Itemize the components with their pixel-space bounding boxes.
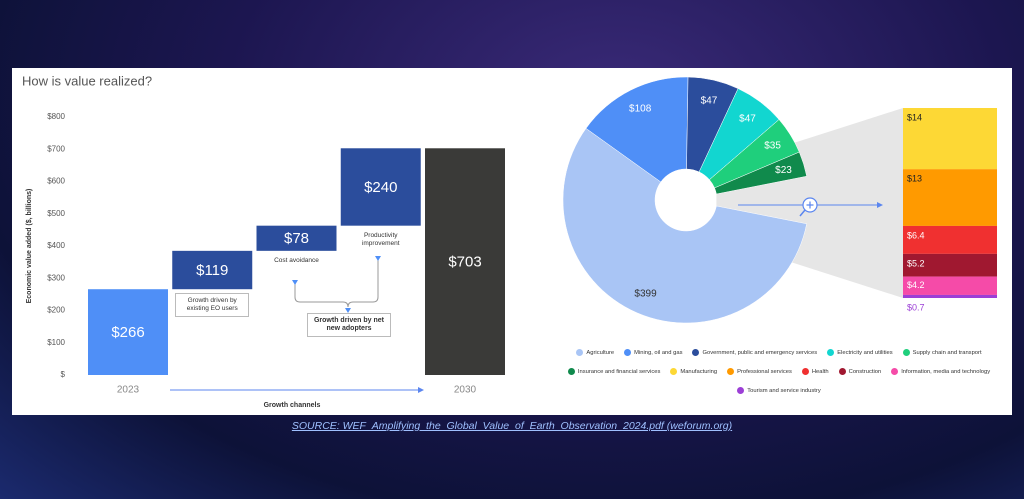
bar-segment (903, 225, 997, 254)
title: How is value realized? (22, 73, 152, 88)
legend-swatch (624, 349, 632, 356)
legend-item: Insurance and financial services (567, 368, 661, 375)
y-tick-label: $100 (47, 338, 65, 347)
legend-label: Mining, oil and gas (634, 349, 683, 356)
slice-value-label: $47 (739, 113, 756, 124)
legend-swatch (838, 368, 846, 375)
legend-swatch (567, 368, 575, 375)
legend-item: Mining, oil and gas (624, 349, 682, 356)
segment-value-label: $5.2 (907, 258, 925, 268)
bar-segment (903, 253, 997, 277)
category-label: Cost avoidance (274, 256, 319, 264)
legend-item: Electricity and utilities (827, 349, 893, 356)
legend-label: Professional services (737, 368, 792, 375)
bar (340, 148, 421, 226)
segment-value-label: $14 (907, 112, 922, 122)
legend-label: Government, public and emergency service… (702, 349, 818, 356)
bar (88, 289, 168, 375)
legend-label: Construction (848, 368, 882, 375)
y-axis-title: Economic value added ($, billions) (26, 189, 33, 304)
bar-segment (903, 294, 997, 298)
slice-value-label: $23 (775, 165, 792, 176)
legend-item: Information, media and technology (891, 368, 990, 375)
legend-label: Health (811, 368, 829, 375)
legend-item: Tourism and service industry (737, 387, 821, 394)
legend-swatch (801, 368, 809, 375)
legend-item: Agriculture (576, 349, 614, 356)
legend-item: Manufacturing (670, 368, 717, 375)
legend-label: Manufacturing (680, 368, 718, 375)
bar-value-label: $119 (196, 262, 228, 279)
y-tick-label: $700 (47, 144, 65, 153)
legend-label: Electricity and utilities (837, 349, 893, 356)
y-tick-label: $200 (47, 306, 65, 315)
annotation: Growth driven by net new adopters (307, 313, 391, 337)
zoom-plus (806, 201, 814, 209)
bar-segment (903, 276, 997, 295)
y-tick-label: $500 (47, 209, 65, 218)
legend-item: Health (801, 368, 829, 375)
bar-segment (903, 108, 997, 170)
zoom-handle (799, 209, 806, 217)
segment-value-label: $4.2 (907, 280, 925, 290)
bracket (294, 258, 379, 308)
bar-value-label: $240 (364, 179, 397, 196)
category-label: Growth driven by existing EO users (175, 293, 250, 318)
legend-label: Tourism and service industry (747, 387, 821, 394)
y-tick-label: $400 (47, 241, 65, 250)
bar (172, 250, 253, 290)
y-tick-label: $ (61, 370, 66, 379)
bar-value-label: $78 (284, 230, 309, 247)
slice-value-label: $399 (634, 288, 657, 299)
slice-value-label: $35 (764, 141, 781, 152)
legend-label: Supply chain and transport (912, 349, 982, 356)
legend-swatch (576, 349, 584, 356)
legend-label: Insurance and financial services (577, 368, 661, 375)
x-tick-label: 2023 (117, 385, 140, 396)
bar-segment (903, 169, 997, 226)
x-axis-title: Growth channels (264, 402, 321, 409)
legend-swatch (727, 368, 735, 375)
legend-swatch (670, 368, 678, 375)
category-label: Productivity improvement (361, 231, 400, 247)
slice-value-label: $108 (629, 104, 652, 115)
legend-item: Government, public and emergency service… (692, 349, 817, 356)
slice-value-label: $47 (701, 95, 718, 106)
legend-label: Agriculture (586, 349, 615, 356)
pie-slice (714, 151, 807, 195)
bar (425, 148, 505, 375)
bar-value-label: $703 (448, 254, 481, 271)
legend-swatch (827, 349, 835, 356)
segment-value-label: $0.7 (907, 302, 925, 312)
legend-swatch (902, 349, 910, 356)
source-link[interactable]: SOURCE: WEF_Amplifying_the_Global_Value_… (291, 420, 733, 432)
legend-item: Supply chain and transport (902, 349, 982, 356)
pie-slice (585, 76, 689, 183)
legend-swatch (737, 387, 745, 394)
pie-slice (562, 128, 807, 324)
bar-value-label: $266 (111, 324, 144, 341)
y-tick-label: $600 (47, 177, 65, 186)
legend-swatch (891, 368, 899, 375)
y-tick-label: $300 (47, 273, 65, 282)
legend-swatch (692, 349, 700, 356)
legend-item: Professional services (727, 368, 792, 375)
segment-value-label: $13 (907, 174, 922, 184)
segment-value-label: $6.4 (907, 230, 925, 240)
bar (256, 225, 337, 251)
legend-label: Information, media and technology (901, 368, 991, 375)
x-tick-label: 2030 (454, 385, 477, 396)
legend-item: Construction (838, 368, 882, 375)
legend: Agriculture Mining, oil and gas Government… (553, 349, 1005, 394)
y-tick-label: $800 (47, 112, 65, 121)
